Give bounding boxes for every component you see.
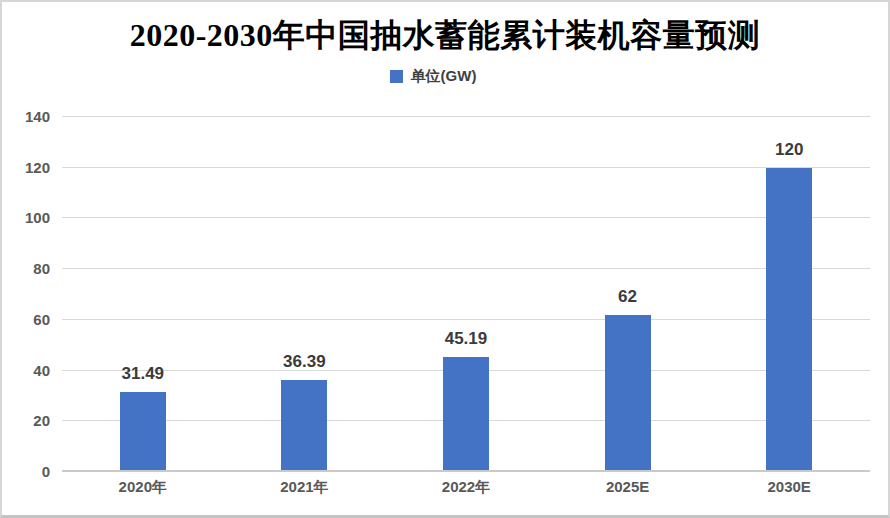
y-tick-label: 0 [2,463,50,481]
bar-column: 31.49 [62,117,224,472]
x-axis: 2020年2021年2022年2025E2030E [62,478,870,497]
bar-value-label: 62 [547,287,709,307]
legend-label: 单位(GW) [411,67,477,86]
y-tick-label: 20 [2,412,50,430]
x-category-label: 2021年 [224,478,386,497]
x-axis-line [62,470,870,472]
bar-value-label: 36.39 [224,352,386,372]
bar-column: 62 [547,117,709,472]
bar [766,168,812,472]
y-axis: 020406080100120140 [2,117,50,472]
x-category-label: 2025E [547,478,709,497]
bar [120,392,166,472]
legend-swatch-icon [390,70,403,83]
bar [605,315,651,472]
bar-value-label: 31.49 [62,364,224,384]
x-category-label: 2020年 [62,478,224,497]
y-tick-label: 60 [2,311,50,329]
x-category-label: 2022年 [385,478,547,497]
y-tick-label: 140 [2,108,50,126]
bar-column: 120 [708,117,870,472]
bar [281,380,327,472]
bar-value-label: 45.19 [385,329,547,349]
bars-row: 31.4936.39 45.19 62 120 [62,117,870,472]
y-tick-label: 40 [2,362,50,380]
bar [443,357,489,472]
bar-value-label: 120 [708,140,870,160]
y-tick-label: 120 [2,159,50,177]
y-tick-label: 80 [2,260,50,278]
bar-column: 45.19 [385,117,547,472]
y-tick-label: 100 [2,209,50,227]
plot-area: 31.4936.39 45.19 62 120 [62,117,870,472]
x-category-label: 2030E [708,478,870,497]
chart-window: 2020-2030年中国抽水蓄能累计装机容量预测 单位(GW) 0 20 40 60 8… [0,0,890,518]
bar-column: 36.39 [224,117,386,472]
chart-title: 2020-2030年中国抽水蓄能累计装机容量预测 [2,14,888,58]
legend: 单位(GW) [0,67,876,86]
